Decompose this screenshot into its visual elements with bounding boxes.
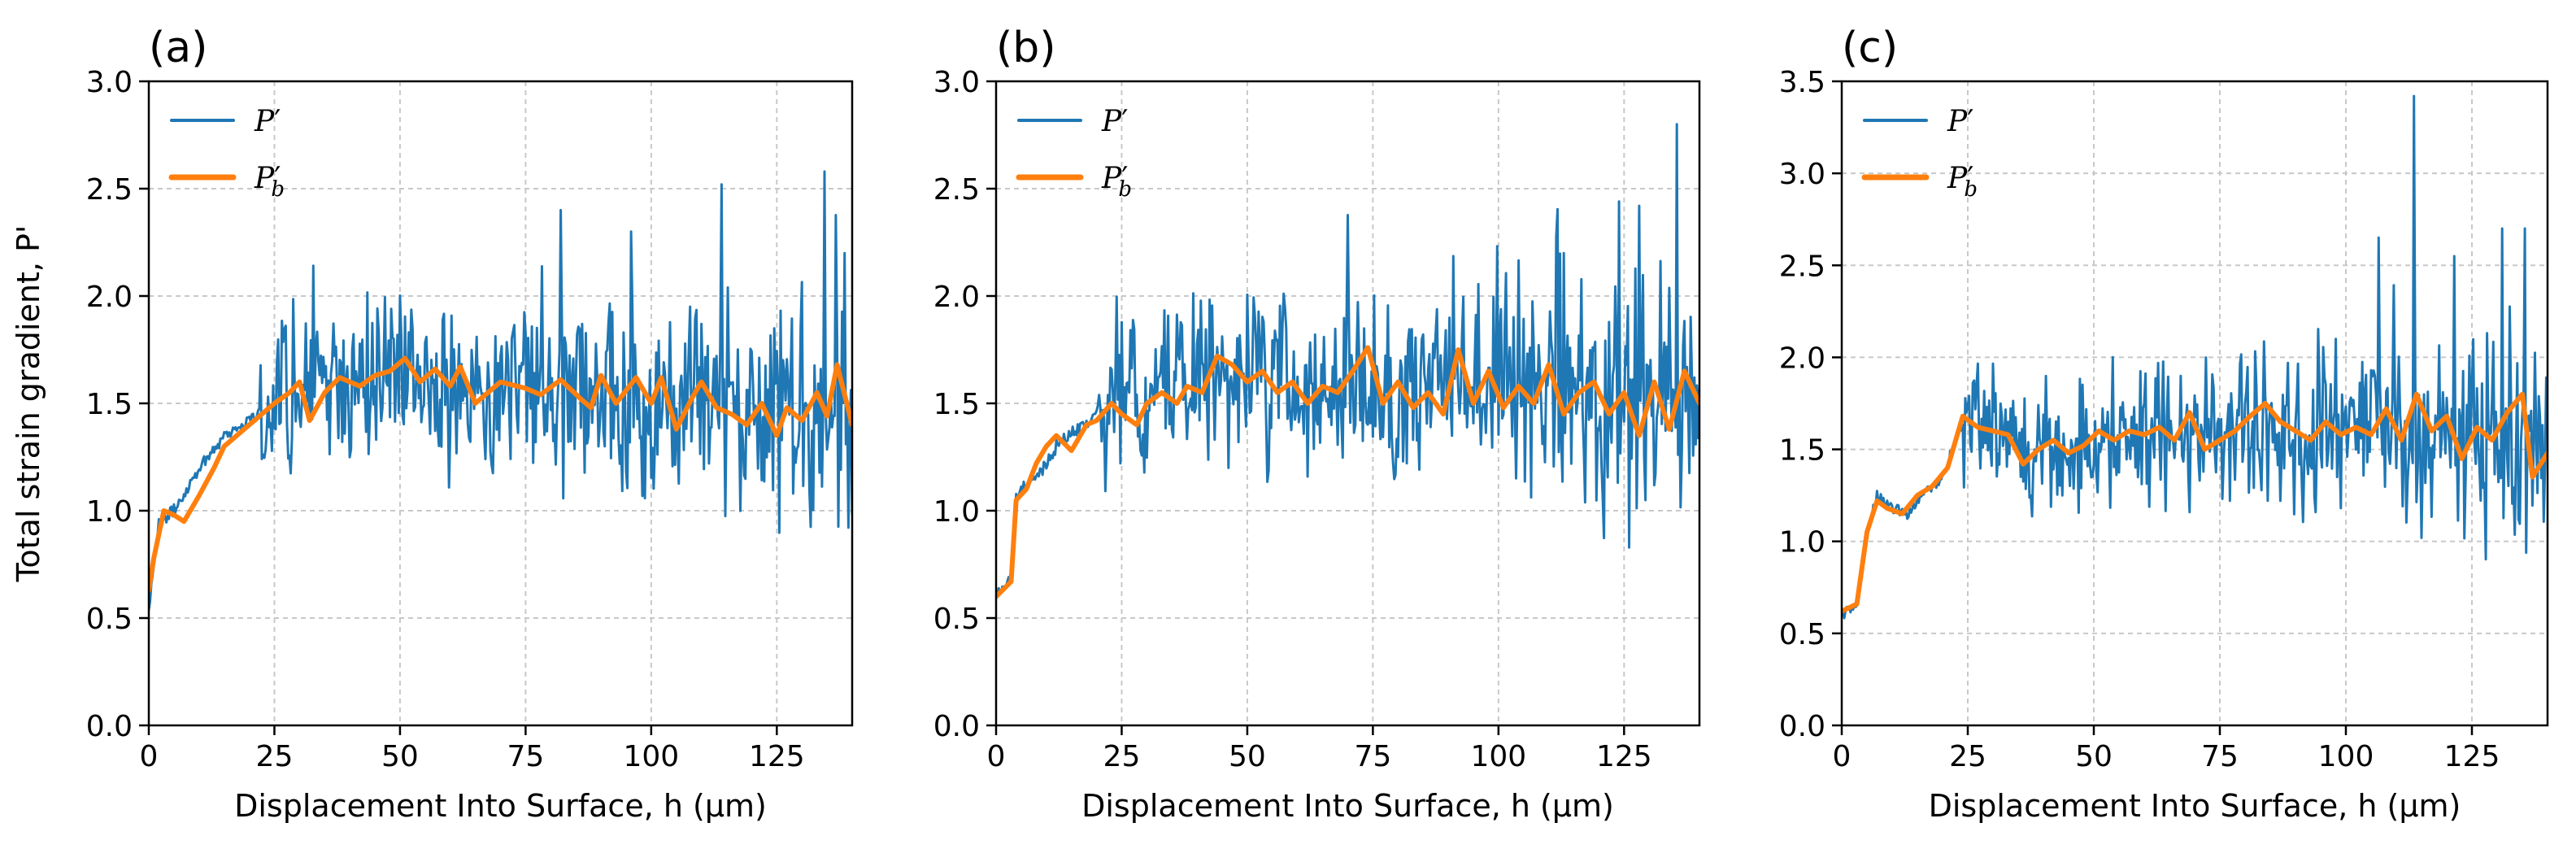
chart-panel-3: 0 25 50 75 100 125 0.0 0.5 1.0 1.5 2.0 2.5 3.0 3.5 Dis… [1779,24,2549,824]
legend-label: P′b [1101,162,1132,202]
y-tick-label: 1.5 [86,388,133,421]
y-tick-label: 2.0 [86,281,133,314]
x-axis-label: Displacement Into Surface, h (µm) [1929,788,2461,824]
legend-label: P′b [254,162,285,202]
x-tick-label: 125 [1596,740,1652,773]
x-tick-label: 50 [1229,740,1266,773]
series-line-p-prime-b [1842,391,2548,614]
y-tick-label: 2.5 [933,173,980,207]
series-line-p-prime [149,170,852,612]
panel-label: (c) [1842,24,1898,72]
x-tick-label: 125 [2444,740,2500,773]
y-tick-label: 1.0 [86,495,133,529]
legend: P′ P′b [1016,105,1132,202]
y-tick-label: 3.0 [933,66,980,99]
legend-label: P′ [1947,105,1973,138]
x-axis-label: Displacement Into Surface, h (µm) [234,788,767,824]
x-tick-label: 0 [1833,740,1852,773]
x-tick-label: 0 [987,740,1006,773]
legend-label: P′ [1101,105,1128,138]
y-tick-label: 2.0 [1779,342,1825,375]
y-tick-label: 1.0 [933,495,980,529]
x-tick-label: 50 [381,740,419,773]
x-tick-label: 100 [623,740,679,773]
y-tick-label: 3.0 [86,66,133,99]
chart-panel-2: 0 25 50 75 100 125 0.0 0.5 1.0 1.5 2.0 2.5 3.0 Displa… [933,24,1701,824]
y-tick-label: 0.0 [1779,710,1825,743]
x-tick-label: 25 [1103,740,1141,773]
x-tick-label: 25 [256,740,294,773]
x-tick-label: 0 [140,740,159,773]
panel-label: (a) [149,24,207,72]
x-tick-label: 100 [1470,740,1526,773]
x-tick-label: 75 [2201,740,2239,773]
x-tick-label: 125 [749,740,805,773]
legend: P′ P′b [1861,105,1978,202]
y-tick-label: 2.5 [86,173,133,207]
y-tick-label: 2.5 [1779,250,1825,283]
y-tick-label: 2.0 [933,281,980,314]
y-tick-label: 1.5 [933,388,980,421]
y-tick-label: 1.5 [1779,434,1825,468]
y-tick-label: 0.5 [933,603,980,636]
series-group [149,170,852,612]
x-tick-label: 75 [1354,740,1391,773]
series-line-p-prime-b [996,345,1699,599]
panel-label: (b) [996,24,1056,72]
axes-frame [1840,80,2549,727]
y-tick-label: 3.5 [1779,66,1825,99]
series-line-p-prime-b [149,355,852,593]
x-tick-label: 25 [1949,740,1986,773]
series-group [1842,94,2548,620]
y-tick-label: 1.0 [1779,526,1825,559]
y-tick-label: 0.5 [1779,618,1825,651]
legend-label: P′ [254,105,281,138]
y-tick-label: 0.0 [86,710,133,743]
x-tick-label: 50 [2075,740,2113,773]
y-tick-label: 0.0 [933,710,980,743]
series-line-p-prime [996,123,1699,599]
y-tick-label: 3.0 [1779,158,1825,191]
y-tick-label: 0.5 [86,603,133,636]
legend: P′ P′b [168,105,285,202]
x-axis-label: Displacement Into Surface, h (µm) [1081,788,1614,824]
series-group [996,123,1699,599]
y-axis-label: Total strain gradient, P' [11,225,46,583]
x-tick-label: 100 [2318,740,2374,773]
x-tick-label: 75 [507,740,544,773]
legend-label: P′b [1947,162,1978,202]
chart-panel-1: 0 25 50 75 100 125 0.0 0.5 1.0 1.5 2.0 2.5 3.0 Displa… [11,24,854,824]
